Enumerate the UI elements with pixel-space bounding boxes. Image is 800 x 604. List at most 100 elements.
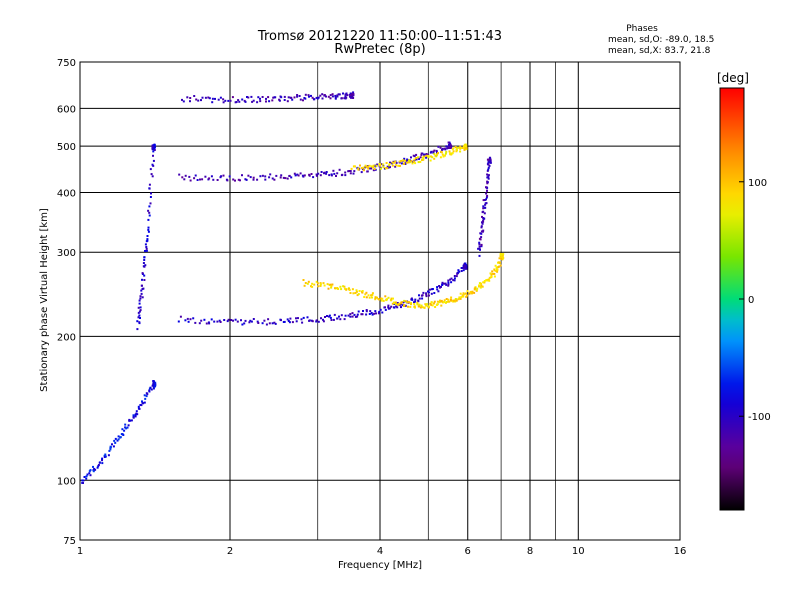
data-point — [340, 174, 343, 177]
data-point — [377, 298, 380, 300]
data-point — [421, 152, 424, 155]
data-point — [193, 95, 196, 97]
data-point — [333, 313, 336, 316]
data-point — [464, 143, 467, 146]
data-point — [415, 157, 417, 159]
data-point — [420, 304, 423, 307]
data-point — [143, 274, 146, 277]
data-point — [465, 146, 468, 149]
data-point — [423, 153, 425, 156]
data-point — [478, 245, 481, 248]
data-point — [152, 164, 155, 167]
data-point — [271, 177, 274, 180]
data-point — [480, 232, 483, 235]
data-point — [431, 156, 434, 159]
data-point — [328, 314, 331, 317]
data-point — [334, 96, 337, 99]
data-point — [388, 307, 391, 310]
data-point — [431, 288, 434, 290]
data-point — [297, 174, 300, 177]
data-point — [219, 321, 222, 323]
data-point — [186, 96, 189, 99]
data-point — [249, 319, 252, 322]
data-point — [450, 277, 453, 280]
data-point — [89, 469, 92, 472]
data-point — [484, 203, 487, 206]
data-point — [92, 465, 94, 468]
data-point — [349, 292, 352, 294]
data-point — [197, 99, 200, 102]
data-point — [343, 285, 346, 288]
data-point — [240, 319, 242, 322]
data-point — [237, 99, 240, 102]
data-point — [464, 145, 467, 148]
data-point — [274, 96, 277, 99]
data-point — [130, 419, 133, 422]
data-point — [336, 317, 339, 320]
data-point — [455, 299, 458, 302]
data-point — [447, 145, 450, 148]
data-point — [259, 175, 262, 178]
data-point — [349, 313, 352, 316]
data-point — [470, 292, 473, 295]
data-point — [109, 448, 112, 451]
data-point — [154, 385, 156, 387]
data-point — [315, 174, 318, 177]
data-point — [468, 292, 471, 295]
data-point — [373, 168, 376, 170]
data-point — [357, 310, 360, 313]
data-point — [438, 301, 441, 304]
data-point — [380, 167, 382, 170]
data-point — [453, 299, 456, 302]
data-point — [422, 291, 425, 294]
data-point — [483, 280, 486, 282]
data-point — [487, 163, 490, 166]
data-point — [336, 94, 339, 97]
data-point — [117, 438, 120, 441]
data-point — [288, 174, 291, 177]
data-point — [489, 160, 491, 163]
data-point — [310, 94, 312, 97]
data-point — [286, 177, 289, 180]
data-point — [370, 167, 373, 170]
data-point — [328, 174, 331, 177]
data-point — [264, 175, 267, 178]
data-point — [273, 178, 276, 181]
stats-line-x: mean, sd,X: 83.7, 21.8 — [608, 46, 711, 56]
data-point — [347, 314, 350, 317]
data-point — [447, 279, 450, 282]
data-point — [372, 169, 375, 172]
data-point — [463, 148, 466, 151]
data-point — [437, 152, 439, 154]
data-point — [458, 270, 461, 273]
data-point — [433, 300, 436, 303]
data-point — [349, 94, 352, 97]
data-point — [81, 479, 84, 482]
data-point — [82, 482, 84, 484]
data-point — [247, 174, 250, 177]
data-point — [461, 267, 464, 269]
data-point — [432, 151, 435, 154]
data-point — [249, 176, 252, 179]
data-point — [448, 150, 451, 153]
data-point — [438, 285, 441, 287]
data-point — [374, 298, 377, 301]
data-point — [320, 317, 322, 320]
data-point — [104, 455, 107, 458]
data-point — [362, 166, 365, 169]
x-axis-label: Frequency [MHz] — [338, 560, 422, 571]
data-point — [493, 272, 496, 275]
data-point — [368, 313, 371, 315]
data-point — [234, 318, 237, 321]
data-point — [449, 298, 452, 301]
data-point — [482, 210, 485, 213]
data-point — [265, 323, 268, 326]
data-point — [151, 163, 154, 166]
series-x-trace-2f — [350, 143, 468, 172]
data-point — [405, 160, 408, 163]
data-point — [222, 98, 225, 101]
data-point — [246, 96, 248, 98]
data-point — [231, 96, 234, 99]
data-point — [400, 160, 403, 162]
data-point — [349, 170, 352, 172]
